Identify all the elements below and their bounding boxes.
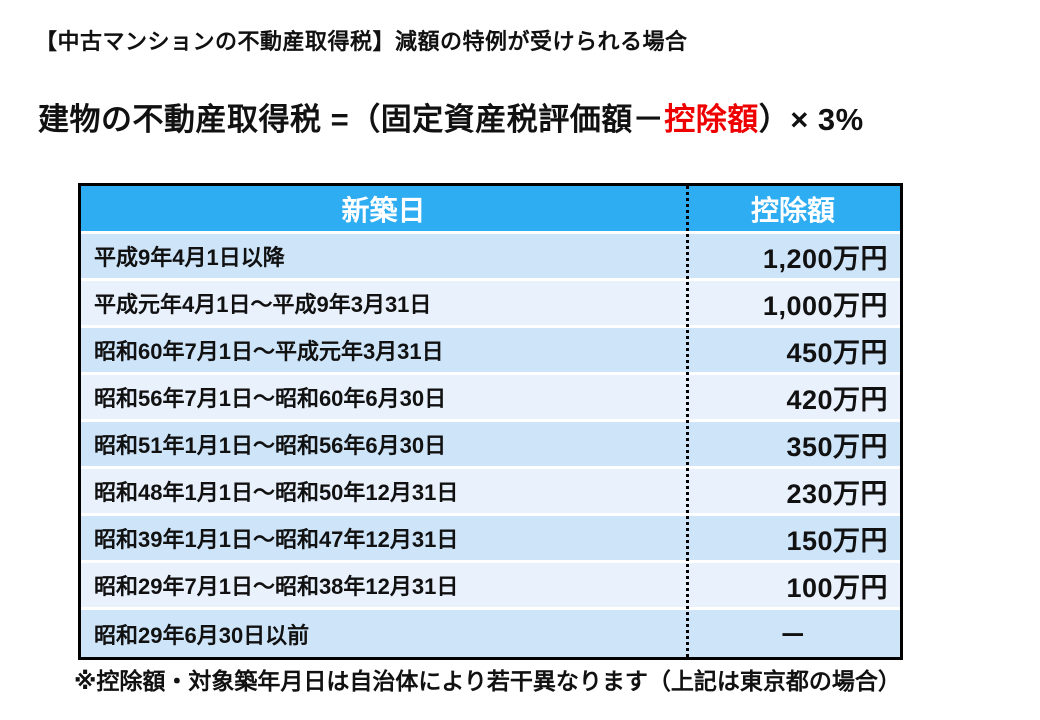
header-deduction: 控除額 bbox=[750, 194, 835, 226]
footnote: ※控除額・対象築年月日は自治体により若干異なります（上記は東京都の場合） bbox=[74, 668, 901, 694]
deduction-cell: 100万円 bbox=[786, 572, 888, 603]
deduction-cell: 350万円 bbox=[786, 431, 888, 462]
table-row: 平成元年4月1日～平成9年3月31日 1,000万円 bbox=[81, 281, 900, 328]
built-date-cell: 昭和60年7月1日～平成元年3月31日 bbox=[94, 339, 444, 364]
built-date-cell: 昭和29年6月30日以前 bbox=[94, 622, 310, 648]
column-divider bbox=[686, 186, 689, 657]
table-row: 昭和60年7月1日～平成元年3月31日 450万円 bbox=[81, 328, 900, 375]
header-built-date: 新築日 bbox=[341, 194, 426, 226]
deduction-cell: 230万円 bbox=[786, 478, 888, 509]
built-date-cell: 平成元年4月1日～平成9年3月31日 bbox=[94, 292, 432, 317]
table-header-row: 新築日 控除額 bbox=[81, 186, 900, 234]
tax-formula: 建物の不動産取得税 =（固定資産税評価額－控除額）× 3% bbox=[38, 94, 864, 139]
formula-prefix: 建物の不動産取得税 =（固定資産税評価額－ bbox=[38, 102, 665, 137]
table-row: 昭和51年1月1日～昭和56年6月30日 350万円 bbox=[81, 422, 900, 469]
table-row: 昭和48年1月1日～昭和50年12月31日 230万円 bbox=[81, 469, 900, 516]
built-date-cell: 昭和29年7月1日～昭和38年12月31日 bbox=[94, 574, 459, 599]
built-date-cell: 昭和51年1月1日～昭和56年6月30日 bbox=[94, 433, 447, 458]
table-row: 昭和29年7月1日～昭和38年12月31日 100万円 bbox=[81, 563, 900, 610]
table-row: 昭和39年1月1日～昭和47年12月31日 150万円 bbox=[81, 516, 900, 563]
built-date-cell: 平成9年4月1日以降 bbox=[94, 245, 285, 270]
deduction-cell: 1,000万円 bbox=[762, 290, 888, 321]
page-title: 【中古マンションの不動産取得税】減額の特例が受けられる場合 bbox=[35, 29, 688, 54]
deduction-cell: 1,200万円 bbox=[762, 243, 888, 274]
deduction-cell: 420万円 bbox=[786, 384, 888, 415]
deduction-cell: － bbox=[779, 621, 807, 651]
deduction-cell: 150万円 bbox=[786, 525, 888, 556]
built-date-cell: 昭和56年7月1日～昭和60年6月30日 bbox=[94, 386, 447, 411]
table-row: 昭和56年7月1日～昭和60年6月30日 420万円 bbox=[81, 375, 900, 422]
deduction-table: 新築日 控除額 平成9年4月1日以降 1,200万円 平成元年4月1日～平成9年… bbox=[78, 183, 903, 660]
table-row: 昭和29年6月30日以前 － bbox=[81, 610, 900, 657]
deduction-cell: 450万円 bbox=[786, 337, 888, 368]
formula-highlight-deduction: 控除額 bbox=[664, 102, 759, 137]
built-date-cell: 昭和48年1月1日～昭和50年12月31日 bbox=[94, 480, 459, 505]
built-date-cell: 昭和39年1月1日～昭和47年12月31日 bbox=[94, 527, 459, 552]
formula-suffix: ）× 3% bbox=[758, 102, 864, 137]
table-row: 平成9年4月1日以降 1,200万円 bbox=[81, 234, 900, 281]
